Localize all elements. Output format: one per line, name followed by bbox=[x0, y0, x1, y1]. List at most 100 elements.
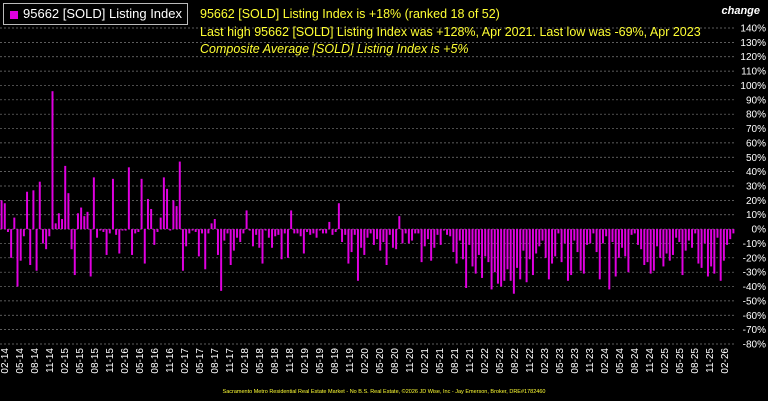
bar bbox=[662, 229, 665, 267]
bar bbox=[245, 210, 248, 230]
bar bbox=[407, 229, 410, 244]
bar bbox=[582, 229, 585, 274]
annotation-composite: Composite Average [SOLD] Listing Index i… bbox=[200, 42, 469, 56]
bar bbox=[481, 229, 484, 278]
bar bbox=[159, 217, 162, 230]
x-tick-label: 11-16 bbox=[165, 348, 176, 373]
y-tick-label: 0% bbox=[752, 225, 767, 236]
annotation-high-low: Last high 95662 [SOLD] Listing Index was… bbox=[200, 25, 701, 39]
x-tick-label: 05-14 bbox=[15, 348, 26, 374]
bar bbox=[535, 229, 538, 254]
bar bbox=[684, 229, 687, 251]
bar bbox=[210, 223, 213, 230]
bar bbox=[283, 229, 286, 234]
bar bbox=[99, 229, 102, 231]
bar bbox=[538, 229, 541, 247]
x-tick-label: 05-18 bbox=[255, 348, 266, 374]
bar bbox=[423, 229, 426, 247]
bar bbox=[436, 229, 439, 235]
bar bbox=[624, 229, 627, 257]
x-tick-label: 08-19 bbox=[330, 348, 341, 374]
x-tick-label: 05-16 bbox=[135, 348, 146, 374]
bar bbox=[401, 229, 404, 244]
y-tick-label: -80% bbox=[743, 340, 766, 351]
y-tick-label: 90% bbox=[746, 95, 766, 106]
bar bbox=[172, 200, 175, 230]
x-tick-label: 05-15 bbox=[75, 348, 86, 374]
x-tick-label: 11-19 bbox=[345, 348, 356, 373]
bar bbox=[213, 219, 216, 230]
bar bbox=[134, 229, 137, 234]
bar bbox=[302, 229, 305, 254]
bar bbox=[3, 203, 6, 230]
bar bbox=[366, 229, 369, 238]
bar bbox=[525, 229, 528, 283]
bar bbox=[61, 219, 64, 230]
bar bbox=[296, 229, 299, 234]
bar bbox=[630, 229, 633, 235]
bar bbox=[89, 229, 92, 277]
bar bbox=[108, 229, 111, 234]
bar bbox=[274, 229, 277, 237]
x-tick-label: 02-14 bbox=[0, 348, 11, 374]
bar bbox=[544, 229, 547, 258]
bar bbox=[500, 229, 503, 287]
y-tick-label: 30% bbox=[746, 182, 766, 193]
x-tick-label: 11-24 bbox=[645, 348, 656, 373]
x-tick-label: 02-17 bbox=[180, 348, 191, 374]
bar bbox=[67, 193, 70, 230]
bar bbox=[328, 221, 331, 230]
x-tick-label: 02-16 bbox=[120, 348, 131, 374]
bar bbox=[80, 207, 83, 230]
bar bbox=[337, 203, 340, 230]
bar bbox=[426, 229, 429, 240]
bar bbox=[710, 229, 713, 267]
y-tick-label: 130% bbox=[740, 38, 766, 49]
bar bbox=[617, 229, 620, 258]
bar bbox=[369, 229, 372, 234]
bar bbox=[22, 229, 25, 237]
bar bbox=[461, 229, 464, 260]
bar bbox=[729, 229, 732, 240]
bar bbox=[665, 229, 668, 254]
bar bbox=[290, 210, 293, 230]
bar bbox=[382, 229, 385, 243]
x-tick-label: 05-21 bbox=[435, 348, 446, 374]
x-tick-label: 08-20 bbox=[390, 348, 401, 374]
y-tick-label: 40% bbox=[746, 167, 766, 178]
bar bbox=[649, 229, 652, 274]
bar bbox=[223, 229, 226, 241]
x-tick-label: 08-23 bbox=[570, 348, 581, 374]
bar bbox=[96, 229, 99, 238]
bar bbox=[207, 229, 210, 234]
x-tick-label: 11-21 bbox=[465, 348, 476, 373]
bar bbox=[83, 216, 86, 230]
bar bbox=[621, 229, 624, 248]
bar bbox=[726, 229, 729, 245]
bar bbox=[496, 229, 499, 284]
bar bbox=[124, 229, 127, 231]
bar bbox=[512, 229, 515, 294]
x-tick-label: 08-14 bbox=[30, 348, 41, 374]
y-tick-label: 80% bbox=[746, 110, 766, 121]
legend-swatch bbox=[10, 11, 18, 19]
bar bbox=[601, 229, 604, 244]
bar bbox=[271, 229, 274, 248]
bar bbox=[703, 229, 706, 244]
bar bbox=[719, 229, 722, 281]
bar bbox=[153, 229, 156, 245]
y-tick-label: -60% bbox=[743, 311, 766, 322]
bar bbox=[6, 229, 9, 232]
bar bbox=[35, 229, 38, 271]
bar bbox=[687, 229, 690, 241]
y-tick-label: -10% bbox=[743, 239, 766, 250]
bar bbox=[73, 229, 76, 276]
bar bbox=[697, 229, 700, 264]
bar bbox=[640, 229, 643, 250]
bar bbox=[439, 229, 442, 245]
x-tick-label: 11-15 bbox=[105, 348, 116, 373]
x-tick-label: 02-15 bbox=[60, 348, 71, 374]
bar bbox=[19, 229, 22, 261]
bar bbox=[506, 229, 509, 270]
